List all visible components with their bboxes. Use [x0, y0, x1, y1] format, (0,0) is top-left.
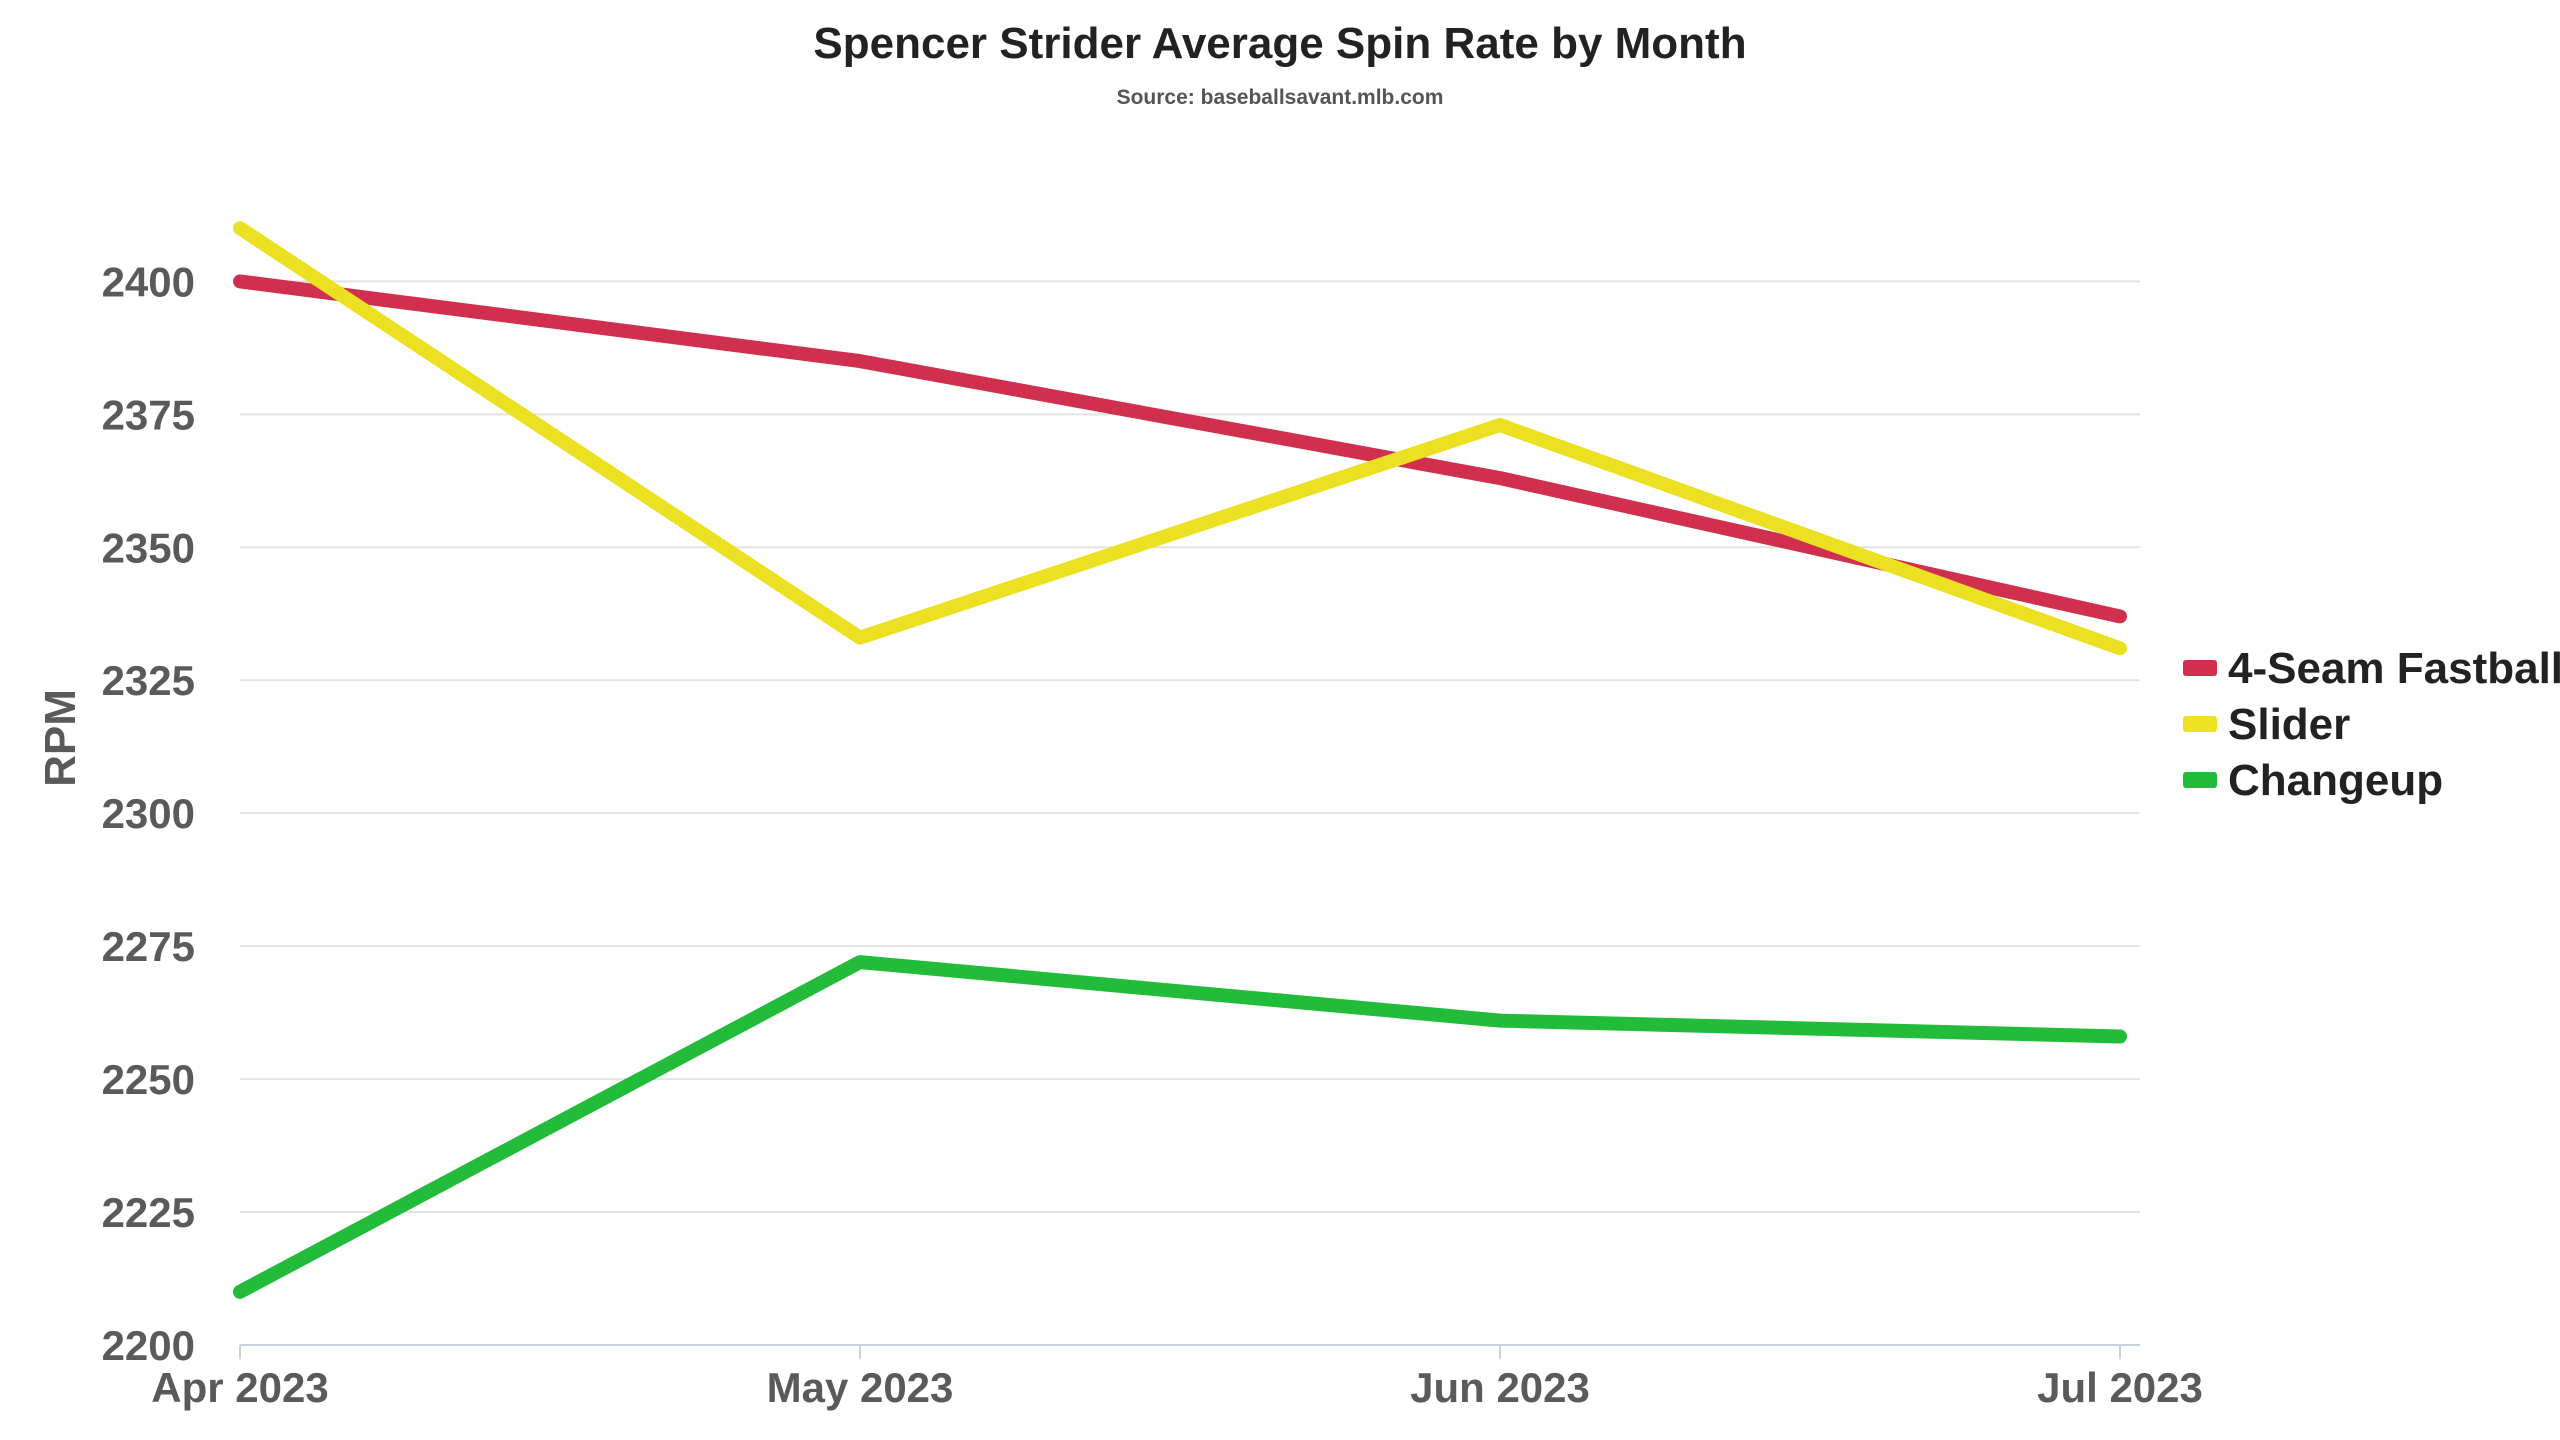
- y-tick-label-2375: 2375: [102, 391, 195, 438]
- y-tick-label-2350: 2350: [102, 524, 195, 571]
- y-tick-label-2325: 2325: [102, 657, 195, 704]
- series-line-4-seam-fastball: [233, 274, 2127, 624]
- legend-swatch-4-seam-fastball: [2183, 660, 2217, 676]
- y-axis-title: RPM: [36, 689, 85, 787]
- series-lines: [233, 221, 2127, 1299]
- y-tick-label-2400: 2400: [102, 258, 195, 305]
- legend: 4-Seam Fastball Slider Changeup: [2183, 644, 2560, 805]
- series-line-slider: [233, 221, 2127, 656]
- x-tick-label-apr-2023: Apr 2023: [151, 1364, 328, 1411]
- legend-swatch-changeup: [2183, 772, 2217, 788]
- x-tick-label-jun-2023: Jun 2023: [1410, 1364, 1590, 1411]
- chart-subtitle: Source: baseballsavant.mlb.com: [1117, 86, 1444, 109]
- x-tick-label-jul-2023: Jul 2023: [2037, 1364, 2203, 1411]
- gridlines: [240, 280, 2140, 1214]
- legend-label-changeup: Changeup: [2228, 756, 2443, 805]
- x-tick-label-may-2023: May 2023: [767, 1364, 954, 1411]
- y-tick-label-2225: 2225: [102, 1189, 195, 1236]
- series-line-changeup: [233, 955, 2127, 1299]
- axes: 2200 2225 2250 2275 2300 2325 2350 2375 2400 Apr …: [102, 258, 2203, 1411]
- y-tick-label-2275: 2275: [102, 923, 195, 970]
- legend-swatch-slider: [2183, 716, 2217, 732]
- y-tick-label-2200: 2200: [102, 1322, 195, 1369]
- y-tick-label-2300: 2300: [102, 790, 195, 837]
- y-tick-label-2250: 2250: [102, 1056, 195, 1103]
- legend-label-4-seam-fastball: 4-Seam Fastball: [2228, 644, 2560, 693]
- legend-label-slider: Slider: [2228, 700, 2350, 749]
- chart-title: Spencer Strider Average Spin Rate by Mon…: [813, 19, 1746, 68]
